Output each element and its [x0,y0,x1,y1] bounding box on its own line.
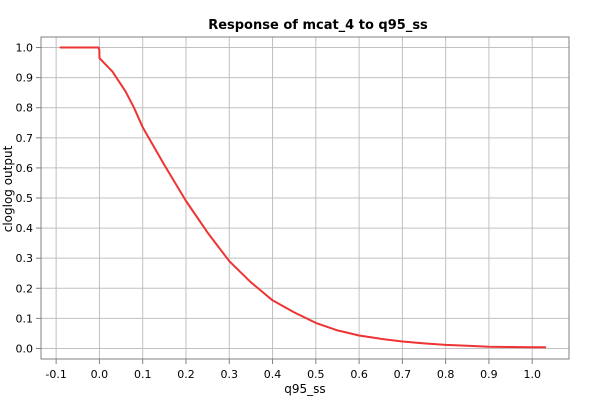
y-tick-label: 0.0 [16,342,34,355]
y-tick-label: 0.4 [16,222,34,235]
x-axis-label: q95_ss [284,382,325,396]
x-tick-label: 0.3 [221,368,239,381]
axis-ticks: -0.1 0.0 0.1 0.2 0.3 0.4 0.5 0.6 0.7 0.8 0.9 1.0 0.0… [16,42,541,381]
x-tick-label: 0.5 [307,368,325,381]
y-tick-label: 0.9 [16,72,34,85]
y-tick-label: 0.7 [16,132,34,145]
x-tick-label: 0.0 [91,368,109,381]
y-tick-label: 0.3 [16,252,34,265]
y-tick-label: 0.2 [16,282,34,295]
x-tick-label: 0.9 [480,368,498,381]
x-tick-label: 1.0 [523,368,541,381]
y-axis-label: cloglog output [1,145,15,232]
y-tick-label: 0.5 [16,192,34,205]
x-tick-label: -0.1 [45,368,66,381]
x-tick-label: 0.2 [177,368,195,381]
y-tick-label: 0.1 [16,312,34,325]
y-tick-label: 0.8 [16,102,34,115]
y-tick-label: 1.0 [16,42,34,55]
x-tick-label: 0.1 [134,368,152,381]
x-tick-label: 0.7 [394,368,412,381]
x-tick-label: 0.4 [264,368,282,381]
x-tick-label: 0.6 [350,368,368,381]
grid-lines [41,37,569,359]
y-tick-label: 0.6 [16,162,34,175]
series-line [59,46,547,349]
chart-title: Response of mcat_4 to q95_ss [208,18,428,33]
x-tick-label: 0.8 [437,368,455,381]
series-layer [59,46,547,349]
